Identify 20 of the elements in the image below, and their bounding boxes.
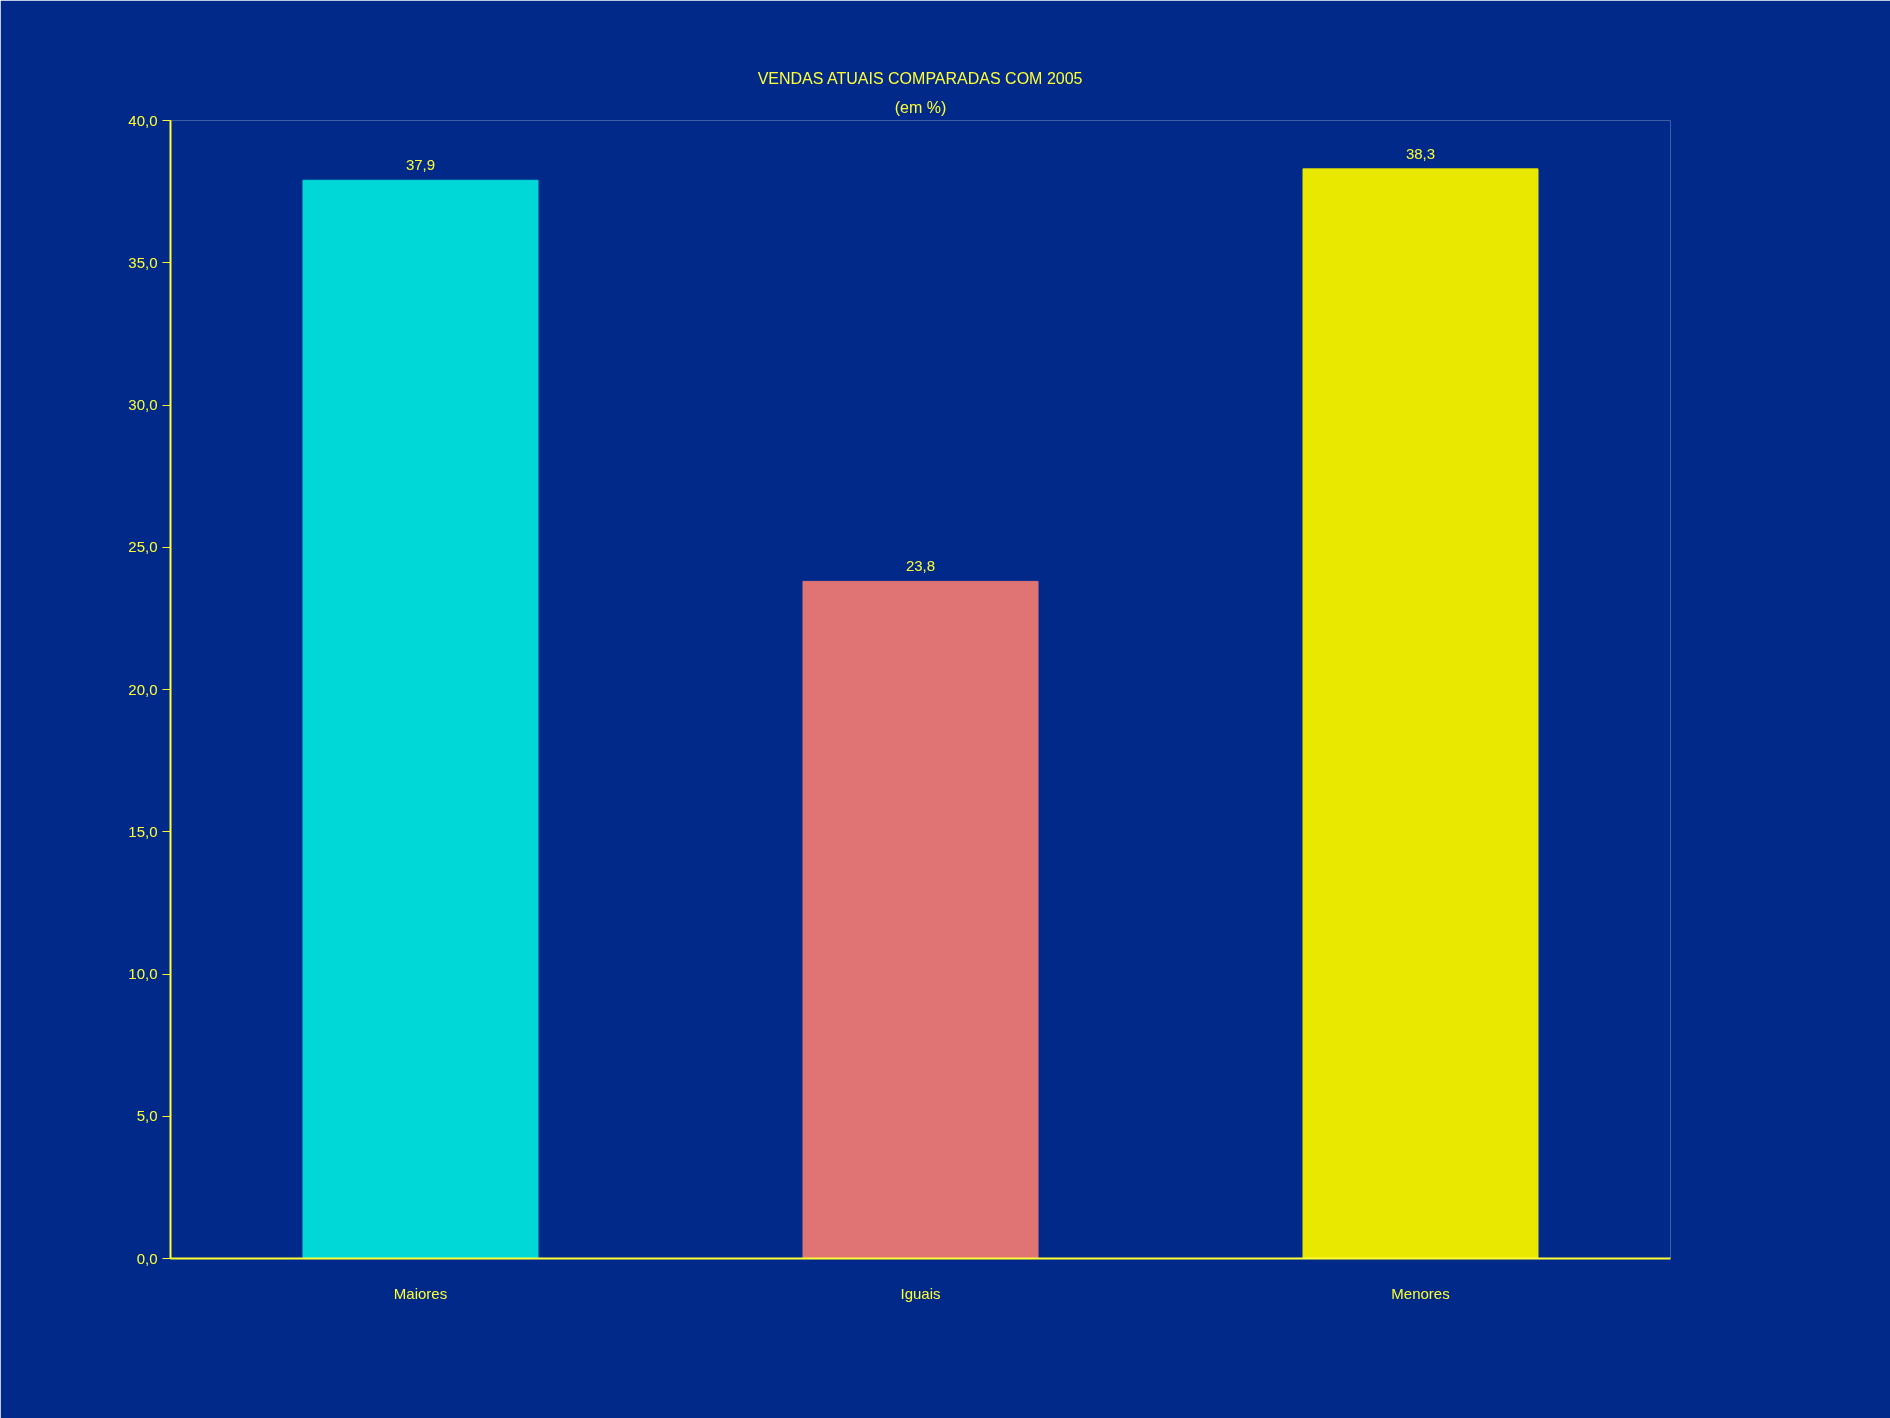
y-tick-label: 10,0	[128, 965, 158, 982]
data-label: 38,3	[1405, 144, 1436, 162]
bar	[302, 179, 539, 1259]
data-label: 23,8	[905, 557, 936, 575]
x-tick-label: Menores	[1391, 1284, 1450, 1302]
chart-subtitle: (em %)	[894, 98, 947, 116]
y-tick-label: 5,0	[136, 1107, 158, 1125]
y-tick-label: 30,0	[128, 396, 158, 413]
y-tick-label: 40,0	[128, 111, 158, 129]
x-tick-label: Iguais	[900, 1284, 941, 1302]
bar	[1302, 168, 1539, 1259]
x-tick-label: Maiores	[393, 1284, 448, 1302]
chart-title: VENDAS ATUAIS COMPARADAS COM 2005	[757, 69, 1083, 87]
y-tick-label: 35,0	[128, 253, 158, 271]
y-tick-label: 15,0	[128, 822, 158, 840]
y-tick-label: 25,0	[128, 538, 158, 556]
y-tick-label: 20,0	[128, 680, 158, 698]
bar	[802, 580, 1039, 1259]
data-label: 37,9	[405, 156, 436, 174]
y-tick-label: 0,0	[136, 1249, 158, 1267]
